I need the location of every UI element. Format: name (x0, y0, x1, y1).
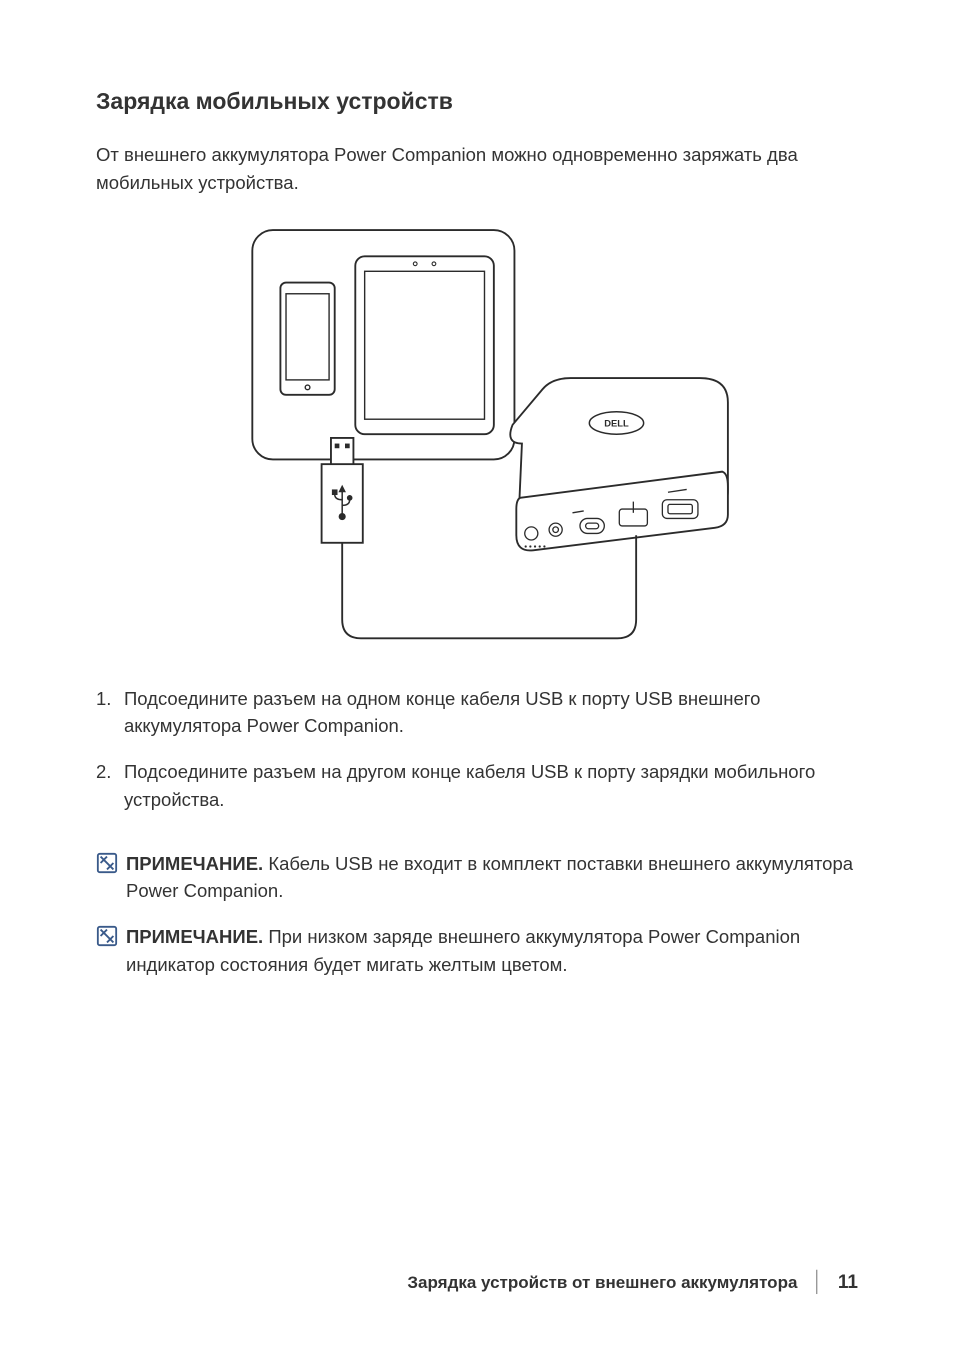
footer-section-title: Зарядка устройств от внешнего аккумулято… (407, 1273, 797, 1293)
note-icon (96, 925, 118, 947)
note-icon (96, 852, 118, 874)
step-number: 1. (96, 685, 124, 741)
page-footer: Зарядка устройств от внешнего аккумулято… (407, 1271, 858, 1294)
footer-page-number: 11 (838, 1272, 858, 1294)
step-1: 1. Подсоедините разъем на одном конце ка… (96, 685, 858, 741)
section-title: Зарядка мобильных устройств (96, 88, 858, 115)
step-number: 2. (96, 758, 124, 814)
footer-separator: │ (811, 1271, 824, 1294)
note-2: ПРИМЕЧАНИЕ. При низком заряде внешнего а… (96, 923, 858, 979)
note-label: ПРИМЕЧАНИЕ. (126, 853, 263, 874)
svg-text:DELL: DELL (604, 418, 629, 428)
note-1: ПРИМЕЧАНИЕ. Кабель USB не входит в компл… (96, 850, 858, 906)
intro-paragraph: От внешнего аккумулятора Power Companion… (96, 141, 858, 197)
note-label: ПРИМЕЧАНИЕ. (126, 926, 263, 947)
step-text: Подсоедините разъем на другом конце кабе… (124, 758, 858, 814)
step-2: 2. Подсоедините разъем на другом конце к… (96, 758, 858, 814)
step-text: Подсоедините разъем на одном конце кабел… (124, 685, 858, 741)
diagram-container: DELL (96, 217, 858, 657)
charging-diagram: DELL (197, 217, 757, 657)
instruction-steps: 1. Подсоедините разъем на одном конце ка… (96, 685, 858, 814)
